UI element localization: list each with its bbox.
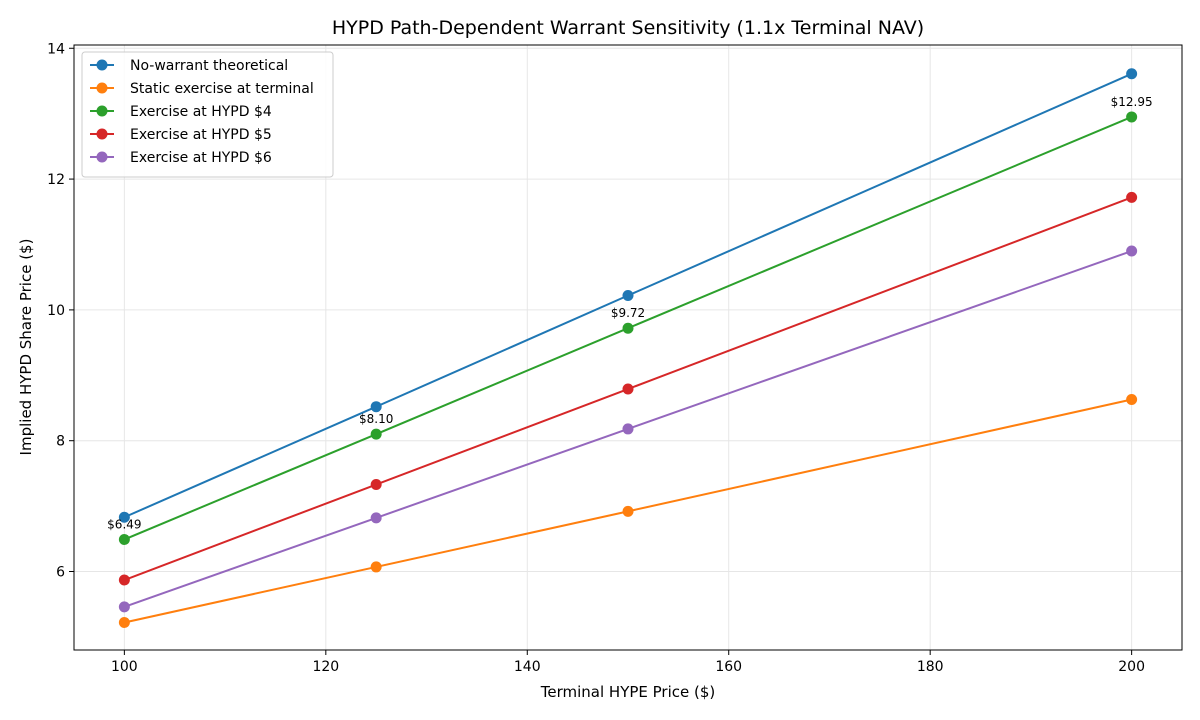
- x-tick-label: 200: [1118, 659, 1145, 675]
- series-line-0: [123, 72, 1133, 519]
- data-point-3-0: [118, 574, 130, 586]
- data-label-2: $9.72: [611, 306, 645, 320]
- data-point-2-3: [1126, 111, 1138, 123]
- series-line-2: [123, 116, 1133, 541]
- data-point-4-2: [622, 423, 634, 435]
- x-tick-label: 100: [111, 659, 138, 675]
- data-point-1-1: [370, 561, 382, 573]
- data-label-3: $12.95: [1111, 95, 1153, 109]
- data-point-0-1: [370, 401, 382, 413]
- y-tick-label: 10: [47, 303, 65, 319]
- series-line-1: [124, 398, 1132, 624]
- x-axis-label: Terminal HYPE Price ($): [540, 683, 716, 701]
- axes: 100 120 140 160 180 200 6 8 10 12 14: [47, 41, 1183, 675]
- data-point-3-3: [1126, 191, 1138, 203]
- legend-marker-2: [96, 105, 108, 117]
- data-point-1-2: [622, 505, 634, 517]
- data-label-0: $6.49: [107, 517, 141, 531]
- legend-label-1: Static exercise at terminal: [130, 81, 314, 97]
- legend-marker-4: [96, 151, 108, 163]
- data-point-2-1: [370, 428, 382, 440]
- legend-label-0: No-warrant theoretical: [130, 58, 288, 74]
- series-layer: [118, 68, 1138, 629]
- y-tick-label: 8: [56, 434, 65, 450]
- series-line-3: [124, 196, 1132, 581]
- legend-marker-0: [96, 59, 108, 71]
- legend-label-2: Exercise at HYPD $4: [130, 104, 272, 120]
- data-point-4-3: [1126, 245, 1138, 257]
- data-point-4-1: [370, 512, 382, 524]
- chart-title: HYPD Path-Dependent Warrant Sensitivity …: [332, 17, 924, 39]
- y-tick-label: 14: [47, 41, 65, 57]
- grid: [74, 45, 1182, 650]
- legend-label-3: Exercise at HYPD $5: [130, 127, 272, 143]
- data-point-0-3: [1126, 68, 1138, 80]
- x-tick-label: 120: [312, 659, 339, 675]
- legend-marker-1: [96, 82, 108, 94]
- data-point-2-2: [622, 322, 634, 334]
- x-tick-label: 160: [715, 659, 742, 675]
- legend: No-warrant theoretical Static exercise at…: [81, 51, 334, 178]
- data-point-1-3: [1126, 393, 1138, 405]
- annotations: $6.49 $8.10 $9.72 $12.95: [107, 95, 1152, 532]
- y-tick-label: 6: [56, 565, 65, 581]
- series-line-4: [124, 250, 1132, 608]
- y-axis-label: Implied HYPD Share Price ($): [17, 239, 35, 456]
- data-point-1-0: [118, 617, 130, 629]
- data-point-3-2: [622, 383, 634, 395]
- data-point-0-0: [118, 511, 130, 523]
- data-label-1: $8.10: [359, 412, 393, 426]
- legend-label-4: Exercise at HYPD $6: [130, 150, 272, 166]
- legend-marker-3: [96, 128, 108, 140]
- data-point-2-0: [118, 533, 130, 545]
- data-point-0-2: [622, 290, 634, 302]
- legend-box: [81, 51, 334, 178]
- y-tick-label: 12: [47, 172, 65, 188]
- data-point-4-0: [118, 601, 130, 613]
- plot-frame: [73, 44, 1183, 651]
- data-point-3-1: [370, 479, 382, 491]
- x-tick-label: 140: [514, 659, 541, 675]
- x-tick-label: 180: [917, 659, 944, 675]
